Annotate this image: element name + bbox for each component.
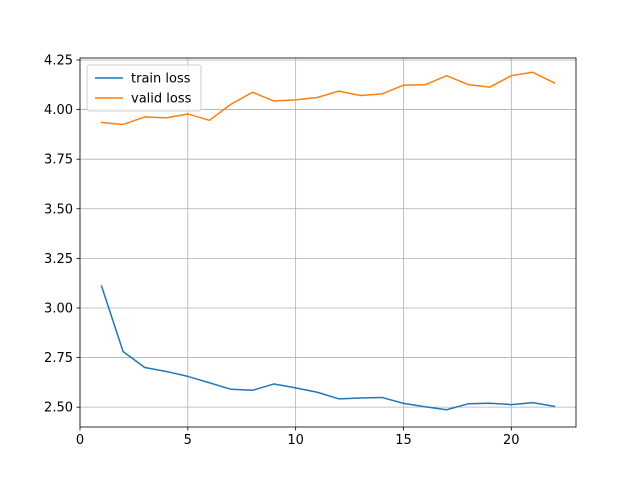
legend-label-0: train loss — [131, 72, 191, 87]
y-tick-label: 2.75 — [44, 351, 73, 366]
series-line-0 — [100, 285, 556, 411]
axis-ticks: 0 5 10 15 20 2.50 2.75 3.00 3.25 3.50 3.75 4.00 4.25 — [44, 53, 520, 448]
series-line-1 — [100, 71, 556, 126]
x-tick-label: 10 — [287, 433, 304, 448]
x-tick-label: 0 — [76, 433, 84, 448]
x-tick-label: 20 — [503, 433, 520, 448]
y-tick-label: 3.50 — [44, 202, 73, 217]
x-tick-label: 5 — [184, 433, 192, 448]
legend-label-1: valid loss — [131, 92, 192, 107]
legend: train loss valid loss — [86, 64, 202, 112]
y-tick-label: 3.00 — [44, 301, 73, 316]
axes-frame — [79, 57, 577, 428]
y-tick-label: 3.25 — [44, 252, 73, 267]
legend-box — [86, 64, 202, 112]
x-tick-label: 15 — [395, 433, 412, 448]
y-tick-label: 4.00 — [44, 103, 73, 118]
y-tick-label: 2.50 — [44, 401, 73, 416]
y-tick-label: 4.25 — [44, 53, 73, 68]
grid — [79, 58, 576, 427]
series-lines — [100, 71, 556, 411]
y-tick-label: 3.75 — [44, 153, 73, 168]
